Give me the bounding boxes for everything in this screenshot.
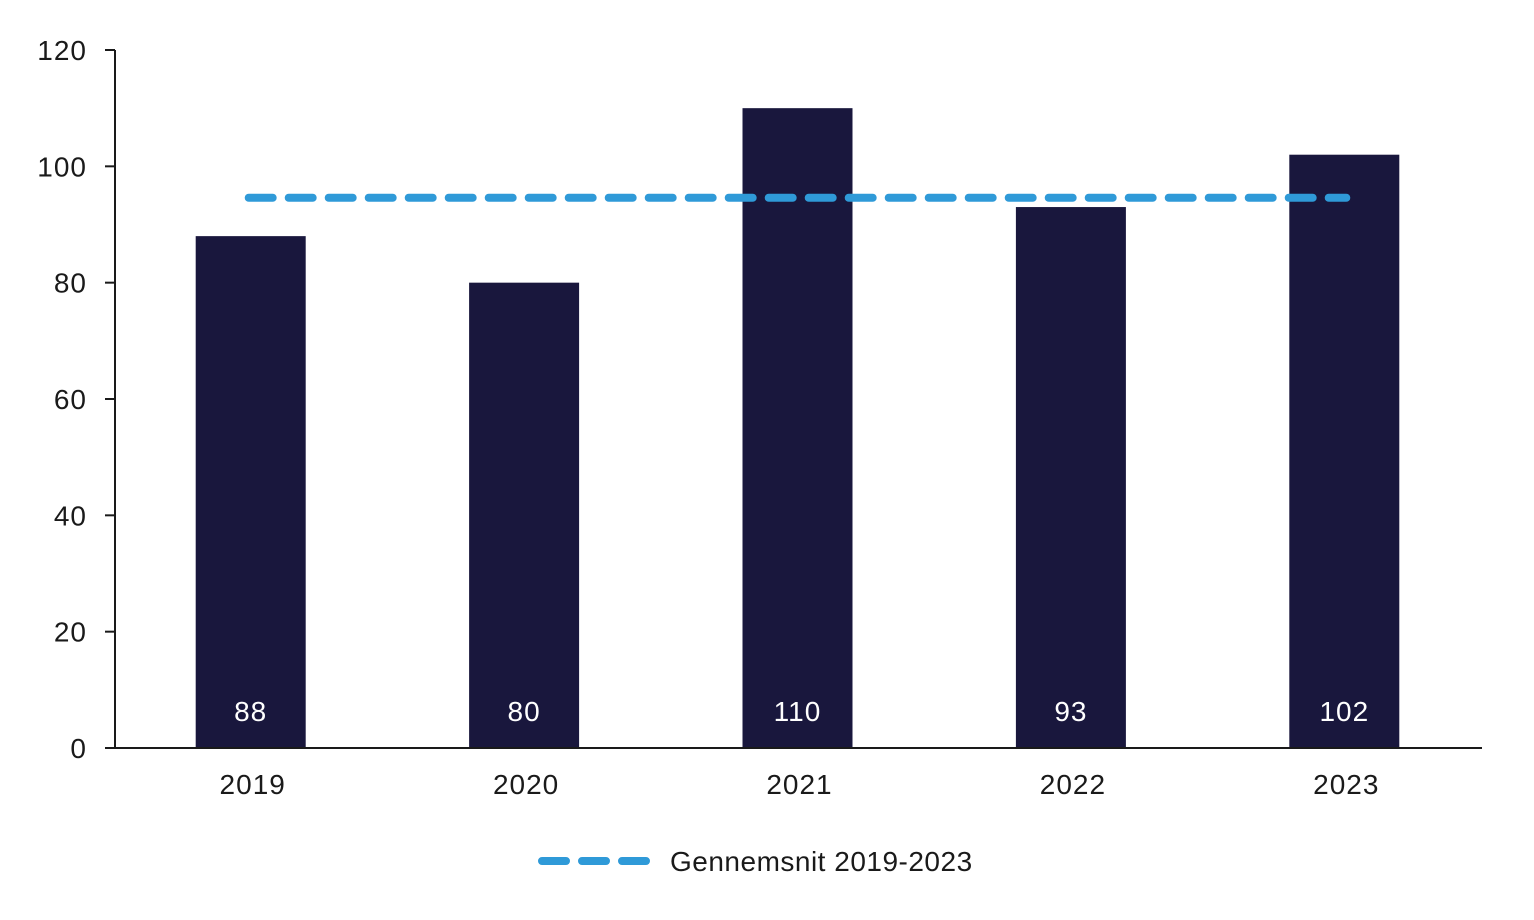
bar-2019 (195, 236, 306, 748)
x-tick-label-2023: 2023 (1313, 769, 1379, 800)
x-tick-label-2020: 2020 (493, 769, 559, 800)
data-label-2021: 110 (774, 696, 822, 727)
axes-layer: 0 20 40 60 80 100 120 2019 2020 2021 2022 2023 (37, 35, 1482, 800)
bar-2022 (1015, 207, 1126, 749)
data-label-2023: 102 (1319, 696, 1369, 727)
y-tick-label-60: 60 (54, 384, 87, 415)
y-tick-label-40: 40 (54, 500, 87, 531)
data-label-2019: 88 (234, 696, 267, 727)
y-tick-label-20: 20 (54, 617, 87, 648)
y-tick-label-0: 0 (70, 733, 87, 764)
x-tick-label-2021: 2021 (766, 769, 832, 800)
y-tick-label-80: 80 (54, 268, 87, 299)
y-tick-label-100: 100 (37, 151, 87, 182)
x-tick-label-2022: 2022 (1040, 769, 1106, 800)
legend-label-average: Gennemsnit 2019-2023 (670, 846, 973, 877)
data-label-2020: 80 (508, 696, 541, 727)
bar-2021 (742, 108, 853, 748)
x-tick-label-2019: 2019 (220, 769, 286, 800)
bar-2023 (1289, 154, 1400, 748)
y-tick-label-120: 120 (37, 35, 87, 66)
bar-2020 (469, 282, 580, 748)
data-label-2022: 93 (1054, 696, 1087, 727)
bars-layer: 88 80 110 93 102 (195, 108, 1400, 749)
legend: Gennemsnit 2019-2023 (538, 846, 973, 877)
